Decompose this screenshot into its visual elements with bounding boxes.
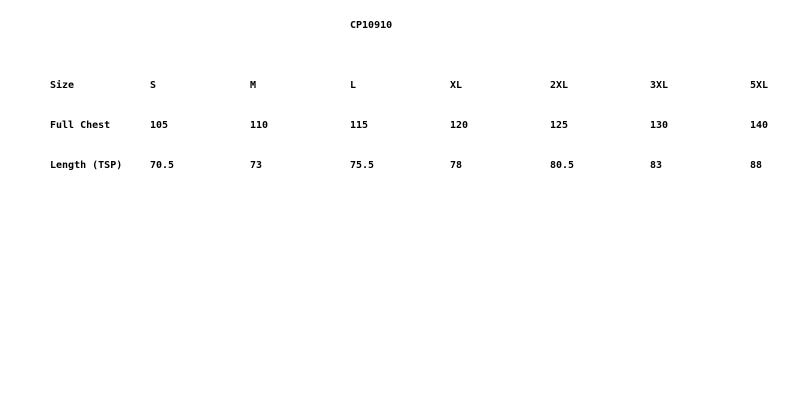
table-cell: L	[350, 80, 357, 91]
table-cell: 75.5	[350, 160, 375, 171]
chart-title: CP10910	[350, 20, 393, 31]
table-cell: 2XL	[550, 80, 569, 91]
table-cell: M	[250, 80, 257, 91]
table-cell: 83	[650, 160, 663, 171]
table-cell: 78	[450, 160, 463, 171]
row-label: Full Chest	[50, 120, 111, 131]
table-cell: 5XL	[750, 80, 769, 91]
table-cell: 70.5	[150, 160, 175, 171]
table-cell: 105	[150, 120, 169, 131]
row-label: Size	[50, 80, 75, 91]
table-cell: 88	[750, 160, 763, 171]
table-cell: S	[150, 80, 157, 91]
table-cell: 120	[450, 120, 469, 131]
table-cell: XL	[450, 80, 463, 91]
table-cell: 140	[750, 120, 769, 131]
table-cell: 3XL	[650, 80, 669, 91]
table-cell: 73	[250, 160, 263, 171]
table-cell: 130	[650, 120, 669, 131]
table-cell: 110	[250, 120, 269, 131]
table-cell: 125	[550, 120, 569, 131]
table-cell: 80.5	[550, 160, 575, 171]
table-cell: 115	[350, 120, 369, 131]
row-label: Length (TSP)	[50, 160, 123, 171]
